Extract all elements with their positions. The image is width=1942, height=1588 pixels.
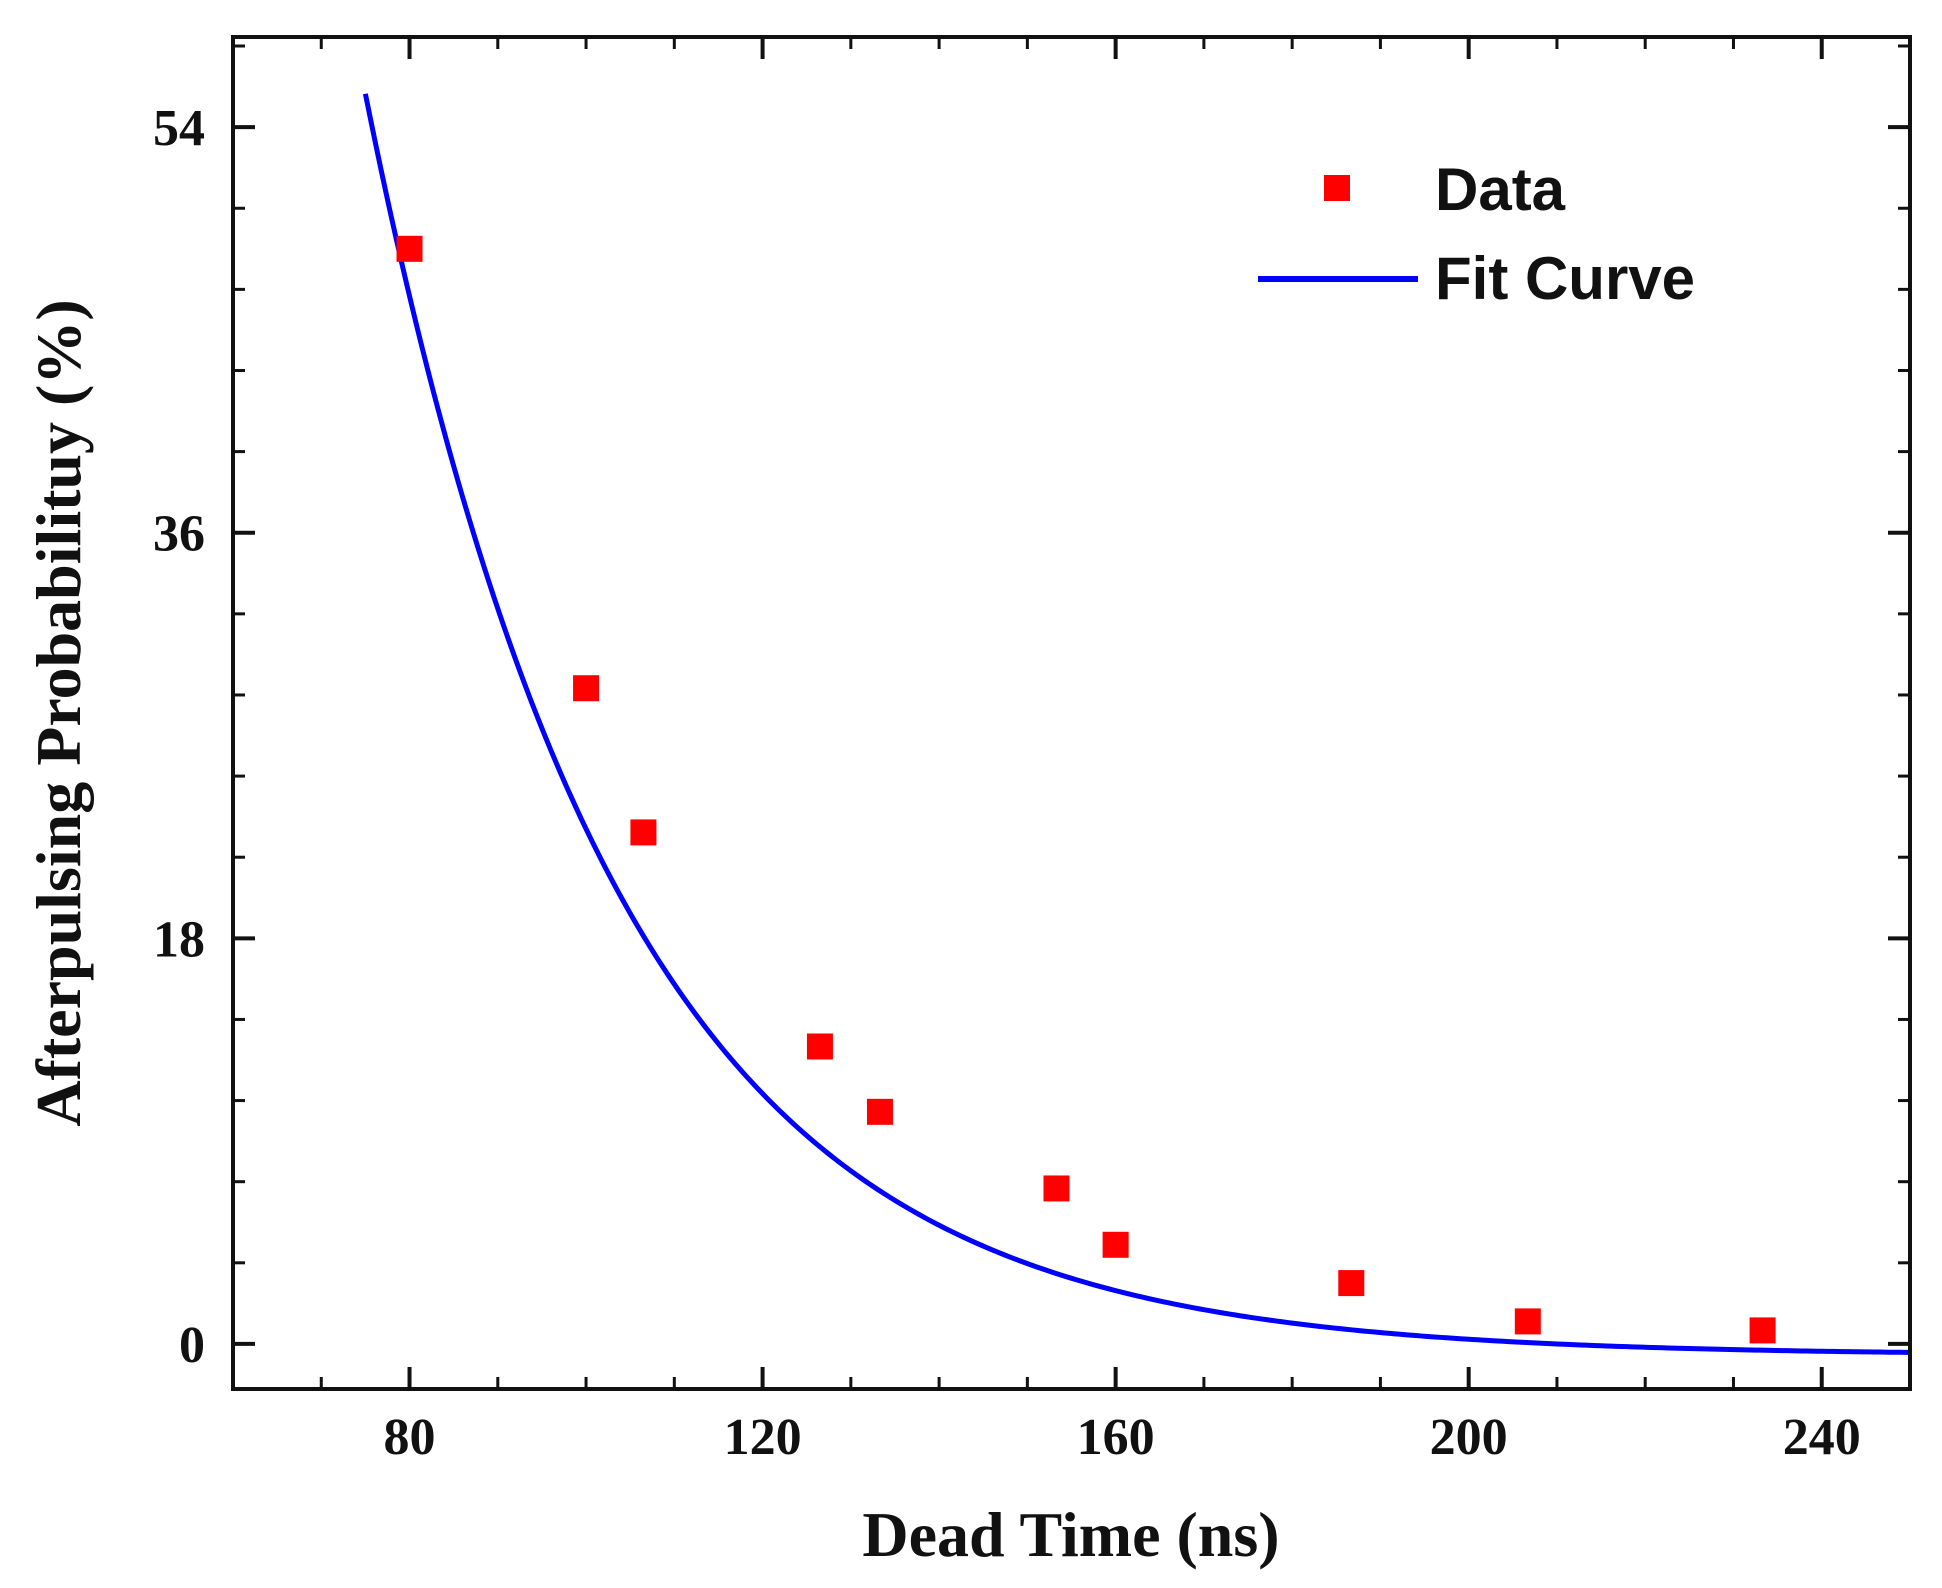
y-tick-label: 0 <box>179 1317 205 1374</box>
legend: Data Fit Curve <box>1258 156 1695 312</box>
data-point <box>806 1033 833 1060</box>
data-point <box>1338 1270 1365 1297</box>
y-tick-labels: 0 18 36 54 <box>153 100 205 1374</box>
y-axis-title: Afterpulsing Probabilituy (%) <box>23 299 94 1126</box>
plot-content <box>362 93 1911 1355</box>
data-point <box>1749 1317 1776 1344</box>
x-tick-label: 200 <box>1430 1409 1508 1466</box>
data-points <box>396 235 1776 1344</box>
x-tick-label: 80 <box>384 1409 436 1466</box>
data-point <box>1043 1175 1070 1202</box>
data-point <box>573 675 600 702</box>
data-point <box>396 235 423 262</box>
x-axis-title: Dead Time (ns) <box>862 1499 1279 1570</box>
x-tick-label: 120 <box>724 1409 802 1466</box>
y-tick-label: 18 <box>153 911 205 968</box>
legend-data-marker <box>1324 175 1350 201</box>
x-tick-label: 240 <box>1783 1409 1861 1466</box>
data-point <box>1102 1231 1129 1258</box>
fit-curve-line <box>362 93 1911 1355</box>
plot-frame <box>231 35 1912 1391</box>
legend-data-label: Data <box>1435 156 1566 223</box>
x-tick-label: 160 <box>1077 1409 1155 1466</box>
y-tick-label: 36 <box>153 506 205 563</box>
y-tick-label: 54 <box>153 100 205 157</box>
data-point <box>630 819 657 846</box>
legend-fit-label: Fit Curve <box>1435 245 1695 312</box>
data-point <box>866 1098 893 1125</box>
x-tick-labels: 80 120 160 200 240 <box>384 1409 1861 1466</box>
major-ticks <box>233 37 1910 1389</box>
data-point <box>1514 1308 1541 1335</box>
